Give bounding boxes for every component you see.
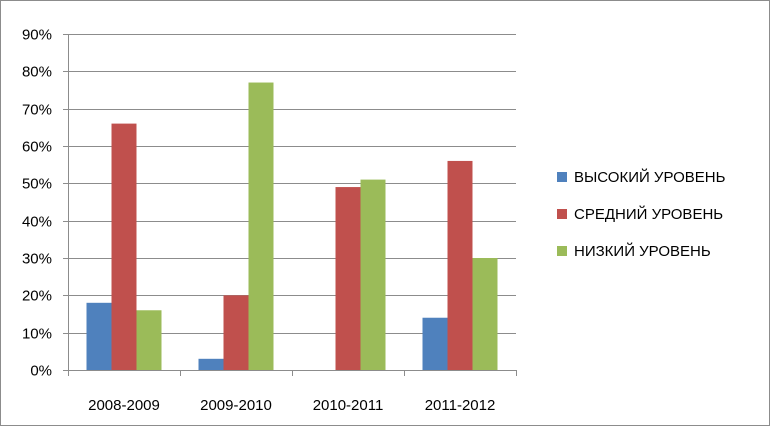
bars [86, 82, 498, 371]
x-tick-label: 2008-2009 [88, 397, 160, 414]
bar [198, 358, 224, 370]
x-tick-label: 2009-2010 [200, 397, 272, 414]
bar [360, 179, 386, 370]
legend-label: СРЕДНИЙ УРОВЕНЬ [574, 205, 723, 223]
legend-swatch [557, 246, 567, 256]
y-tick-label: 40% [22, 214, 52, 231]
y-tick-label: 50% [22, 176, 52, 193]
y-tick-label: 30% [22, 251, 52, 268]
gridlines [68, 34, 516, 334]
y-tick-labels: 0% 10% 20% 30% 40% 50% 60% 70% 80% 90% [22, 27, 52, 380]
bar [248, 82, 274, 371]
bar [472, 258, 498, 370]
x-tick-label: 2010-2011 [313, 397, 384, 414]
bar [136, 310, 162, 370]
legend: ВЫСОКИЙ УРОВЕНЬ СРЕДНИЙ УРОВЕНЬ НИЗКИЙ УРО… [557, 168, 726, 260]
x-tick-labels: 2008-2009 2009-2010 2010-2011 2011-2012 [88, 397, 495, 414]
bar [422, 317, 448, 370]
bar [86, 302, 112, 370]
y-tick-label: 60% [22, 139, 52, 156]
y-tick-label: 20% [22, 288, 52, 305]
legend-swatch [557, 209, 567, 219]
y-tick-label: 70% [22, 102, 52, 119]
x-tick-label: 2011-2012 [425, 397, 496, 414]
y-tick-label: 10% [22, 326, 52, 343]
y-tick-label: 90% [22, 27, 52, 44]
legend-label: ВЫСОКИЙ УРОВЕНЬ [574, 168, 726, 186]
bar [335, 187, 361, 370]
y-tick-label: 0% [30, 363, 52, 380]
bar [447, 160, 473, 370]
legend-swatch [557, 172, 567, 182]
bar [111, 123, 137, 370]
bar [223, 295, 249, 370]
axes [63, 34, 517, 376]
legend-label: НИЗКИЙ УРОВЕНЬ [574, 242, 711, 260]
y-tick-label: 80% [22, 64, 52, 81]
